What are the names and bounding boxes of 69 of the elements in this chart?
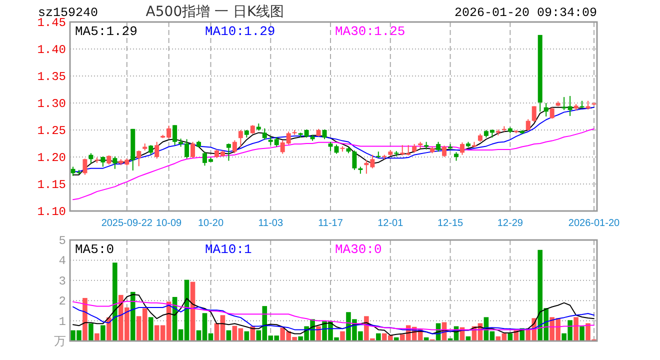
bar (148, 317, 154, 341)
line-series (72, 128, 595, 200)
y-tick-label: 3 (58, 274, 66, 288)
candlestick (190, 141, 196, 159)
candlestick (550, 106, 554, 120)
x-tick-label: 2025-09-22 (101, 218, 153, 229)
candlestick (352, 150, 357, 170)
text: MA5:0 (75, 242, 114, 257)
candlestick (136, 150, 142, 167)
bar (100, 325, 106, 341)
y-tick-label: 5 (58, 234, 66, 248)
candlestick (460, 142, 464, 156)
y-tick-label: 1.30 (37, 97, 66, 111)
text: MA10:1 (205, 242, 252, 257)
candlestick (172, 124, 178, 146)
y-tick-label: 1 (58, 314, 66, 329)
y-tick-label: 2 (58, 294, 66, 309)
bar (316, 326, 321, 341)
bar (580, 326, 584, 341)
candlestick (154, 141, 160, 160)
candlestick (442, 145, 447, 158)
candlestick (82, 158, 88, 176)
candlestick (112, 156, 118, 170)
y-tick-label: 1.25 (37, 124, 66, 138)
candlestick (526, 118, 530, 132)
candlestick (100, 156, 106, 168)
y-tick-label: 1.35 (37, 70, 66, 84)
candlestick (226, 143, 231, 162)
text: 2026-01-20 09:34:09 (454, 6, 597, 20)
x-tick-label: 10-09 (156, 218, 182, 229)
line-series (72, 294, 595, 336)
x-tick-label: 11-03 (258, 218, 284, 229)
bar (82, 298, 88, 341)
x-tick-label: 12-15 (437, 218, 464, 229)
bar (340, 331, 345, 341)
text: MA5:1.29 (75, 24, 138, 39)
bar (88, 323, 94, 341)
y-tick-label: 1.20 (37, 151, 66, 165)
x-tick-label: 10-20 (198, 218, 224, 229)
candlestick (88, 152, 94, 164)
x-tick-label: 12-01 (378, 218, 404, 229)
candlestick (262, 128, 267, 140)
y-tick-label: 1.10 (37, 205, 66, 219)
candlestick (544, 102, 548, 117)
candlestick (148, 144, 154, 156)
candlestick (106, 154, 112, 166)
text: MA30:0 (335, 242, 382, 257)
chart-title: A500指增 一 日K线图 (146, 4, 284, 20)
y-tick-label: 万 (54, 335, 66, 349)
bar (130, 292, 136, 341)
y-tick-label: 4 (58, 254, 66, 268)
candlestick (322, 128, 327, 140)
bar (574, 317, 578, 341)
text: MA10:1.29 (205, 24, 276, 39)
candlestick (532, 106, 536, 122)
candlestick (436, 141, 441, 152)
y-tick-label: 1.15 (37, 178, 66, 192)
y-tick-label: 1.45 (37, 16, 66, 30)
x-tick-label: 11-17 (318, 218, 344, 229)
candlestick (238, 130, 243, 148)
bar (112, 262, 118, 341)
text: MA30:1.25 (335, 24, 406, 39)
y-tick-label: 1.40 (37, 43, 66, 57)
x-tick-label: 12-29 (497, 218, 524, 229)
x-tick-label: 2026-01-20 (568, 218, 620, 229)
candlestick (232, 140, 237, 154)
bar (106, 317, 112, 341)
bar (94, 333, 100, 341)
bar (376, 333, 381, 341)
